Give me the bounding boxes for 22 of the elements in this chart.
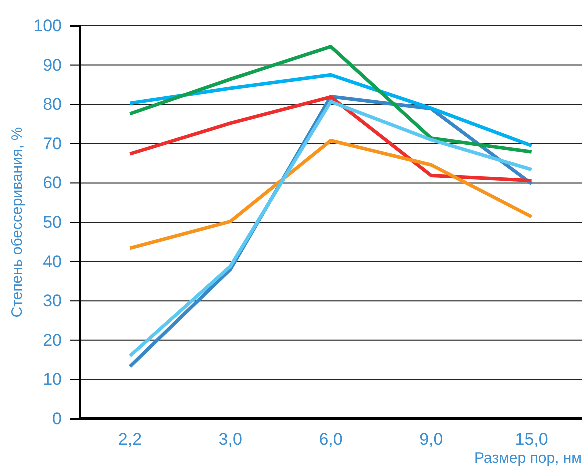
line-series (128, 45, 534, 154)
x-tick-label: 9,0 (420, 430, 444, 450)
y-tick-label: 40 (43, 252, 62, 272)
y-tick-label: 70 (43, 134, 62, 154)
line-series (128, 139, 534, 250)
y-tick-label: 30 (43, 292, 62, 311)
y-tick-label: 90 (43, 56, 62, 75)
y-tick-label: 0 (52, 409, 62, 428)
y-tick-label: 80 (43, 95, 62, 114)
y-tick-label: 50 (43, 212, 62, 232)
x-tick-label: 2,2 (118, 430, 142, 450)
x-tick-label: 6,0 (319, 430, 343, 450)
y-tick-label: 20 (43, 330, 62, 350)
x-tick-label: 15,0 (515, 430, 548, 450)
line-series (128, 95, 534, 183)
y-tick-label: 100 (34, 16, 62, 36)
y-axis-title: Степень обессеривания, % (9, 127, 26, 318)
y-tick-label: 10 (43, 370, 62, 390)
x-axis-title: Размер пор, нм (474, 450, 582, 467)
x-tick-label: 3,0 (218, 430, 242, 450)
line-series (128, 73, 534, 148)
y-tick-label: 60 (43, 174, 62, 193)
